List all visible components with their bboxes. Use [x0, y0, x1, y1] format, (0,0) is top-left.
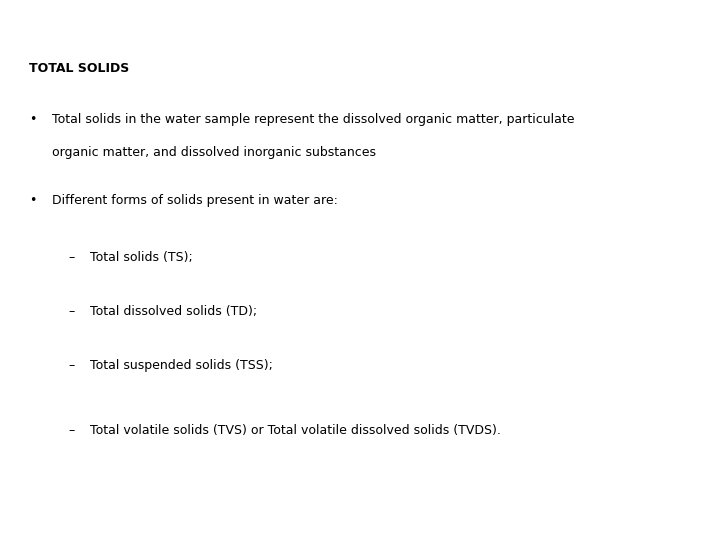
Text: •: • — [29, 194, 36, 207]
Text: TOTAL SOLIDS: TOTAL SOLIDS — [29, 62, 129, 75]
Text: –: – — [68, 305, 75, 318]
Text: –: – — [68, 424, 75, 437]
Text: Different forms of solids present in water are:: Different forms of solids present in wat… — [52, 194, 338, 207]
Text: Total suspended solids (TSS);: Total suspended solids (TSS); — [90, 359, 273, 372]
Text: Total volatile solids (TVS) or Total volatile dissolved solids (TVDS).: Total volatile solids (TVS) or Total vol… — [90, 424, 501, 437]
Text: •: • — [29, 113, 36, 126]
Text: –: – — [68, 359, 75, 372]
Text: Total dissolved solids (TD);: Total dissolved solids (TD); — [90, 305, 257, 318]
Text: –: – — [68, 251, 75, 264]
Text: Total solids in the water sample represent the dissolved organic matter, particu: Total solids in the water sample represe… — [52, 113, 575, 126]
Text: organic matter, and dissolved inorganic substances: organic matter, and dissolved inorganic … — [52, 146, 376, 159]
Text: Total solids (TS);: Total solids (TS); — [90, 251, 193, 264]
